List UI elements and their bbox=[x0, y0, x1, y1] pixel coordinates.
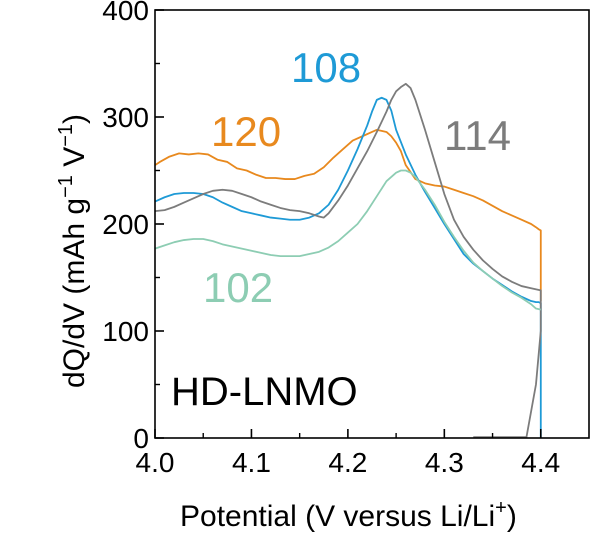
x-tick-label-4.0: 4.0 bbox=[136, 447, 175, 478]
y-tick-label-300: 300 bbox=[102, 102, 149, 133]
series-label-102: 102 bbox=[203, 264, 273, 311]
y-axis-label-part-2: V bbox=[58, 147, 91, 175]
x-tick-label-4.1: 4.1 bbox=[232, 447, 271, 478]
series-label-108: 108 bbox=[291, 44, 361, 91]
y-axis-label-sup-2: −1 bbox=[55, 124, 77, 147]
y-axis-label: dQ/dV (mAh g−1 V−1) bbox=[55, 114, 91, 388]
y-tick-label-0: 0 bbox=[133, 423, 149, 454]
x-axis-label: Potential (V versus Li/Li+) bbox=[180, 497, 517, 533]
y-axis-label-part-1: dQ/dV (mAh g bbox=[58, 198, 91, 388]
series-line-120 bbox=[154, 128, 542, 302]
series-label-120: 120 bbox=[211, 108, 281, 155]
y-tick-label-100: 100 bbox=[102, 316, 149, 347]
axis-layer: 4.0 4.1 4.2 4.3 4.4 0 100 200 300 400 bbox=[102, 0, 560, 478]
x-axis-label-close: ) bbox=[507, 500, 517, 533]
x-axis-label-text: Potential (V versus Li/Li bbox=[180, 500, 495, 533]
series-layer bbox=[154, 82, 542, 439]
x-axis-label-sup: + bbox=[495, 497, 507, 519]
y-axis-label-part-3: ) bbox=[58, 114, 91, 124]
series-label-114: 114 bbox=[444, 112, 511, 159]
y-tick-label-400: 400 bbox=[102, 0, 149, 26]
sample-annotation: HD-LNMO bbox=[171, 370, 358, 414]
y-tick-label-200: 200 bbox=[102, 209, 149, 240]
x-tick-label-4.4: 4.4 bbox=[521, 447, 560, 478]
series-line-114 bbox=[154, 82, 542, 439]
x-tick-label-4.3: 4.3 bbox=[425, 447, 464, 478]
x-tick-label-4.2: 4.2 bbox=[328, 447, 367, 478]
series-line-102 bbox=[154, 169, 541, 311]
y-axis-label-sup-1: −1 bbox=[55, 175, 77, 198]
